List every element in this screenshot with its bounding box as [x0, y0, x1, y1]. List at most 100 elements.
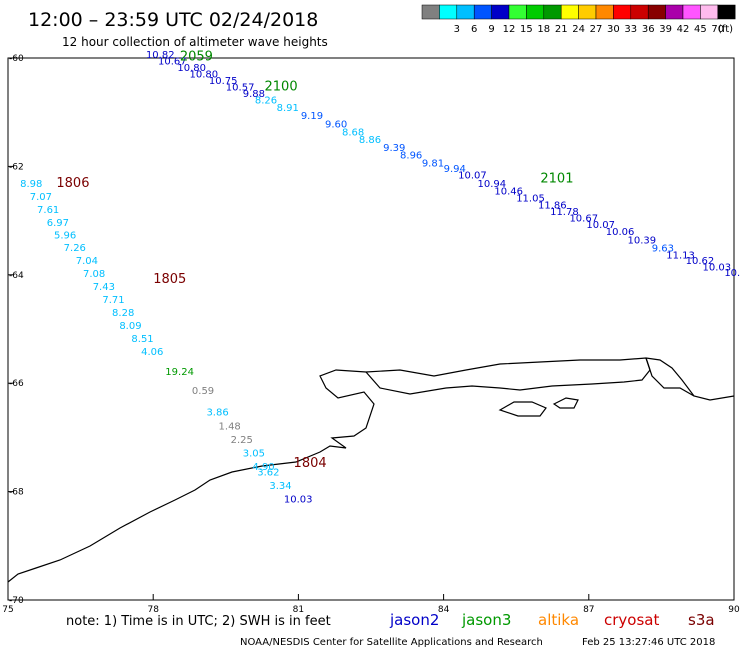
wave-height-label: 10.62 — [686, 256, 715, 267]
legend-tick-label: 3 — [454, 24, 460, 35]
y-tick-label: -62 — [9, 162, 24, 172]
wave-height-label: 10.03 — [703, 262, 732, 273]
wave-height-label: 10.03 — [284, 494, 313, 505]
wave-height-label: 10.80 — [177, 63, 206, 74]
wave-height-label: 8.91 — [277, 103, 299, 114]
map-axes: 75 78 81 84 87 90 -60 -62 -64 -66 -68 -70 — [2, 54, 740, 615]
satellite-legend: jason2 jason3 altika cryosat s3a — [389, 611, 715, 629]
legend-swatch — [665, 4, 684, 20]
generation-timestamp: Feb 25 13:27:46 UTC 2018 — [582, 637, 715, 648]
wave-height-label: 9.63 — [652, 243, 674, 254]
figure-subtitle: 12 hour collection of altimeter wave hei… — [62, 35, 328, 49]
x-tick-label: 75 — [2, 605, 13, 615]
pass-time-labels: 2059 2100 2101 1806 1805 1804 — [56, 50, 573, 471]
legend-tick-label: 27 — [590, 24, 603, 35]
legend-swatch — [560, 4, 579, 20]
coastline-inland-ridge — [365, 357, 651, 395]
legend-tick-label: 30 — [607, 24, 620, 35]
legend-swatch — [682, 4, 701, 20]
legend-unit-label: (ft) — [718, 24, 733, 35]
wave-height-label: 9.88 — [243, 89, 265, 100]
wave-height-label: 8.28 — [112, 308, 134, 319]
wave-height-label: 8.26 — [255, 96, 277, 107]
wave-height-label: 3.05 — [243, 448, 265, 459]
figure-title: 12:00 – 23:59 UTC 02/24/2018 — [28, 9, 318, 31]
ice-rise-large — [498, 401, 547, 417]
wave-height-label: 5.96 — [54, 230, 76, 241]
wave-height-label: 10.18 — [724, 268, 740, 279]
wave-height-label: 7.26 — [64, 243, 86, 254]
satellite-name: jason2 — [389, 611, 439, 629]
credit-line: NOAA/NESDIS Center for Satellite Applica… — [240, 637, 543, 648]
wave-height-label: 10.06 — [606, 227, 635, 238]
legend-swatch — [543, 4, 562, 20]
wave-height-label: 8.96 — [400, 150, 422, 161]
wave-height-label: 8.68 — [342, 128, 364, 139]
wave-height-label: 10.57 — [226, 83, 255, 94]
pass-time-label: 1805 — [153, 272, 186, 287]
x-tick-label: 87 — [583, 605, 594, 615]
x-tick-label: 84 — [438, 605, 450, 615]
legend-tick-label: 9 — [488, 24, 494, 35]
wave-height-label: 11.05 — [516, 194, 545, 205]
legend-tick-label: 15 — [520, 24, 533, 35]
wave-height-label: 3.34 — [269, 481, 291, 492]
legend-tick-label: 24 — [572, 24, 585, 35]
wave-height-label: 4.90 — [252, 462, 274, 473]
pass-time-label: 1806 — [56, 176, 89, 191]
wave-height-label: 10.07 — [586, 220, 615, 231]
wave-height-label: 3.86 — [206, 408, 228, 419]
legend-swatch — [439, 4, 458, 20]
y-tick-label: -70 — [9, 596, 24, 606]
wave-height-color-legend: 3 6 9 12 15 18 21 24 27 30 33 36 39 42 45 70 — [421, 4, 736, 35]
wave-height-label: 7.08 — [83, 269, 105, 280]
wave-height-label: 10.82 — [146, 50, 175, 61]
pass-time-label: 1804 — [294, 456, 327, 471]
legend-swatch — [578, 4, 597, 20]
legend-tick-label: 33 — [624, 24, 637, 35]
wave-height-label: 7.61 — [37, 205, 59, 216]
footnote: note: 1) Time is in UTC; 2) SWH is in fe… — [66, 614, 331, 629]
legend-swatch — [526, 4, 545, 20]
wave-height-label: 9.39 — [383, 143, 405, 154]
antarctic-coastline — [7, 357, 735, 583]
legend-swatch — [717, 4, 736, 20]
legend-tick-label: 70 — [711, 24, 724, 35]
legend-swatch — [647, 4, 666, 20]
legend-swatch — [508, 4, 527, 20]
wave-height-label: 10.67 — [569, 214, 598, 225]
wave-height-label: 19.24 — [165, 367, 194, 378]
legend-tick-label: 39 — [659, 24, 672, 35]
y-tick-label: -64 — [9, 271, 24, 281]
wave-height-label: 10.39 — [628, 235, 657, 246]
altimeter-observations: 10.8210.6710.8010.8010.7510.579.888.268.… — [20, 50, 740, 505]
coastline-mainland — [7, 357, 735, 583]
wave-height-label: 8.51 — [131, 334, 153, 345]
pass-time-label: 2100 — [265, 80, 298, 95]
legend-swatch — [421, 4, 440, 20]
wave-height-label: 7.04 — [76, 256, 98, 267]
legend-swatch — [613, 4, 632, 20]
wave-height-label: 8.98 — [20, 179, 42, 190]
wave-height-label: 4.06 — [141, 347, 163, 358]
wave-height-label: 10.75 — [209, 76, 238, 87]
wave-height-label: 7.71 — [102, 295, 124, 306]
wave-height-label: 1.48 — [219, 421, 241, 432]
coastline-ridge-east — [645, 357, 695, 397]
x-tick-label: 81 — [293, 605, 304, 615]
legend-swatch — [630, 4, 649, 20]
legend-tick-label: 36 — [642, 24, 655, 35]
satellite-name: jason3 — [461, 611, 511, 629]
wave-height-label: 7.43 — [93, 282, 115, 293]
y-tick-label: -60 — [9, 54, 24, 64]
satellite-name: cryosat — [604, 611, 659, 629]
legend-swatch — [595, 4, 614, 20]
map-frame — [7, 57, 735, 601]
legend-tick-label: 42 — [677, 24, 690, 35]
legend-swatch — [700, 4, 719, 20]
legend-tick-label: 12 — [503, 24, 516, 35]
wave-height-label: 9.60 — [325, 119, 347, 130]
ice-rise-small — [552, 397, 579, 409]
legend-tick-label: 18 — [537, 24, 550, 35]
